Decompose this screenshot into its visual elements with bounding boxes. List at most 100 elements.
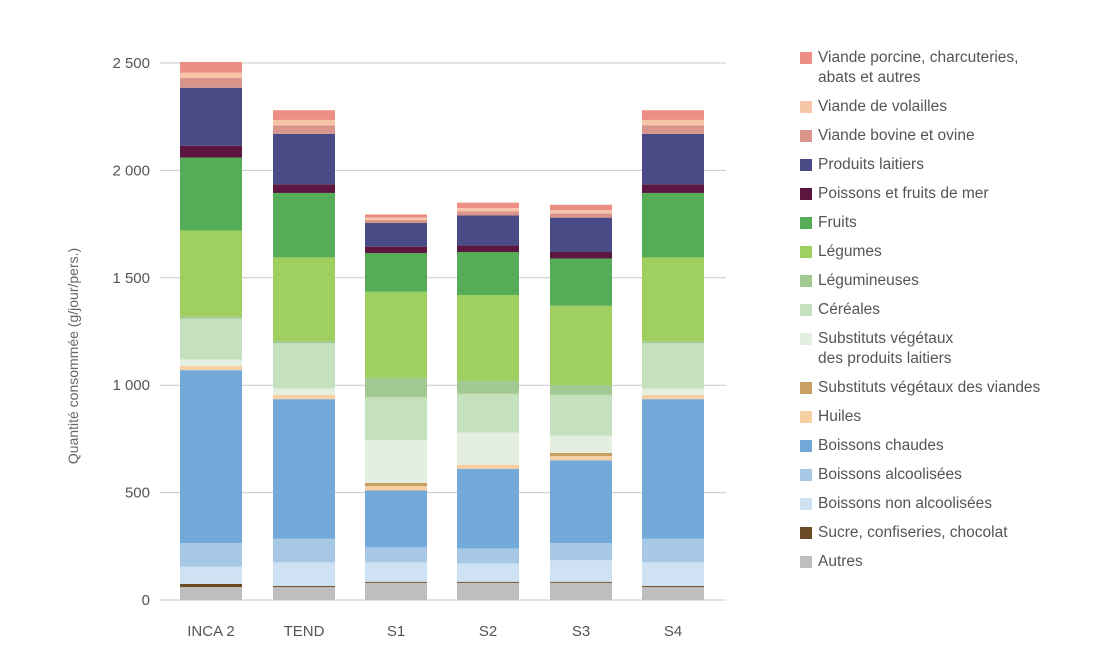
bar-segment [550,394,612,436]
legend-label: Poissons et fruits de mer [818,185,989,202]
bar-segment [550,581,612,583]
legend-item: Poissons et fruits de mer [800,184,1115,204]
bar-segment [180,359,242,366]
legend-label: Céréales [818,301,881,318]
legend-swatch [800,130,812,142]
legend-label: Substituts végétaux des viandes [818,379,1041,396]
y-tick-label: 1 500 [112,270,150,287]
x-axis-ticks: INCA 2 TEND S1 S2 S3 S4 [187,623,682,640]
legend-swatch [800,304,812,316]
bar-segment [273,343,335,389]
x-tick-label: TEND [284,623,325,640]
bar-segment [273,586,335,588]
legend-swatch [800,382,812,394]
legend-item: Légumes [800,242,1115,262]
bar-segment [273,257,335,342]
bar-segment [365,246,427,254]
bar-segment [642,587,704,600]
legend-item: Produits laitiers [800,155,1115,175]
bar-segment [180,543,242,567]
y-tick-label: 1 000 [112,377,150,394]
legend-label: Fruits [818,214,857,231]
bar-segment [273,388,335,395]
bar-segment [642,110,704,120]
bar-segment [365,377,427,398]
bar-segment [550,258,612,306]
legend-swatch [800,333,812,345]
bar-segment [550,210,612,214]
bar-segment [365,397,427,440]
bar-segment [457,207,519,212]
legend-swatch [800,411,812,423]
bar-segment [457,380,519,394]
bar-segment [457,393,519,433]
bar-segment [180,230,242,317]
bar-segment [457,582,519,600]
bar-segment [642,133,704,185]
bar-stack [642,110,704,600]
legend-item: Viande bovine et ovine [800,126,1115,146]
y-tick-label: 500 [125,485,150,502]
bar-segment [550,582,612,600]
bar-segment [642,538,704,563]
bar-segment [550,305,612,386]
bar-segment [457,464,519,469]
bar-segment [550,435,612,453]
bar-segment [365,291,427,378]
bar-segment [180,61,242,73]
bar-segment [457,211,519,216]
bar-segment [642,192,704,258]
bar-segment [642,341,704,344]
bar-segment [180,587,242,600]
legend-item: Viande de volailles [800,97,1115,117]
legend-item: Fruits [800,213,1115,233]
y-tick-label: 2 500 [112,55,150,72]
y-tick-label: 2 000 [112,162,150,179]
bar-segment [180,566,242,584]
bar-segment [550,456,612,461]
legend-swatch [800,469,812,481]
bar-stack [365,214,427,600]
bar-segment [180,72,242,79]
bars [180,61,704,600]
bar-segment [273,119,335,126]
bar-segment [273,133,335,185]
bar-segment [457,294,519,381]
legend-item: Sucre, confiseries, chocolat [800,523,1115,543]
x-tick-label: S4 [664,623,682,640]
legend-label: Viande porcine, charcuteries, abats et a… [818,49,1019,86]
legend-swatch [800,275,812,287]
bar-segment [365,562,427,582]
x-tick-label: S3 [572,623,590,640]
bar-segment [550,460,612,544]
y-tick-label: 0 [142,592,150,609]
bar-segment [457,548,519,564]
bar-segment [365,547,427,563]
legend-item: Viande porcine, charcuteries, abats et a… [800,48,1115,88]
bar-stack [273,110,335,600]
bar-segment [273,587,335,600]
legend-swatch [800,52,812,64]
bar-segment [273,341,335,344]
bar-segment [273,125,335,134]
bar-segment [457,563,519,582]
bar-segment [642,586,704,588]
legend-swatch [800,527,812,539]
legend-label: Boissons chaudes [818,437,944,454]
legend-item: Boissons chaudes [800,436,1115,456]
bar-segment [180,78,242,88]
legend-swatch [800,217,812,229]
legend-swatch [800,498,812,510]
bar-segment [550,213,612,218]
bar-segment [642,125,704,134]
bar-segment [365,253,427,292]
y-axis-label: Quantité consommée (g/jour/pers.) [65,248,81,464]
bar-segment [365,581,427,583]
bar-segment [550,452,612,457]
bar-segment [365,223,427,247]
bar-segment [550,252,612,259]
bar-segment [180,365,242,371]
y-axis-ticks: 0 500 1 000 1 500 2 000 2 500 [112,55,150,609]
bar-segment [180,87,242,146]
legend-item: Substituts végétaux des produits laitier… [800,329,1115,369]
